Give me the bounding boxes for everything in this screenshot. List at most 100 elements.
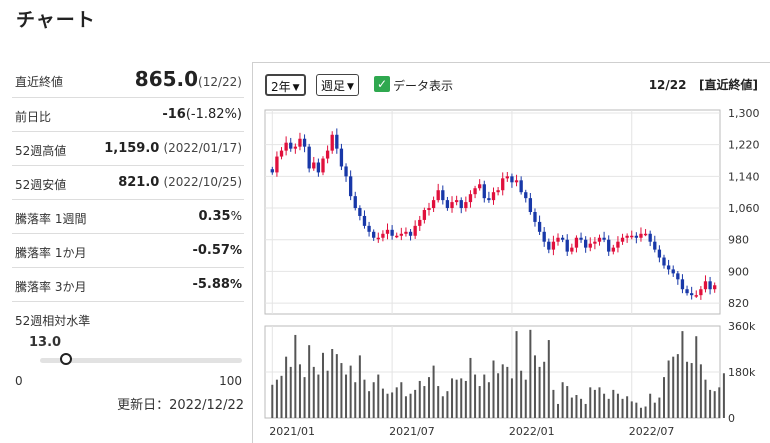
volume-bar <box>575 395 578 418</box>
candle-body <box>289 142 293 149</box>
perf-3m-value: -5.88 <box>192 277 230 292</box>
volume-bar <box>510 378 513 418</box>
volume-bar <box>713 391 716 418</box>
time-tick-label: 2021/01 <box>269 425 315 438</box>
candle-body <box>450 202 454 209</box>
candle-body <box>542 231 546 242</box>
price-tick-label: 900 <box>728 265 749 278</box>
relative-level-section: 52週相対水準 13.0 0 100 <box>12 302 244 402</box>
volume-bar <box>400 382 403 418</box>
volume-bar <box>626 396 629 418</box>
volume-bar <box>487 382 490 418</box>
candle-body <box>510 176 514 183</box>
perf-1m-label: 騰落率 1か月 <box>15 246 87 260</box>
candle-body <box>487 198 491 201</box>
volume-bar <box>298 364 301 418</box>
volume-bar <box>474 374 477 418</box>
candle-body <box>454 200 459 203</box>
volume-bar <box>372 382 375 418</box>
volume-bar <box>464 380 467 418</box>
candle-body <box>666 265 671 270</box>
candle-body <box>275 156 279 173</box>
volume-bar <box>533 355 536 418</box>
volume-bar <box>414 389 417 418</box>
candle-body <box>653 241 657 250</box>
candle-body <box>399 233 403 236</box>
volume-bar <box>395 387 398 418</box>
candle-body <box>367 225 371 232</box>
candle-body <box>431 200 436 209</box>
low52-row: 52週安値 821.0 (2022/10/25) <box>12 166 244 200</box>
page-title: チャート <box>16 9 96 31</box>
volume-bar <box>639 407 642 418</box>
candle-body <box>372 231 376 238</box>
volume-bar <box>616 393 619 418</box>
candle-body <box>445 200 450 209</box>
volume-bar <box>275 379 278 418</box>
volume-bar <box>285 356 288 418</box>
change-pct: (-1.82%) <box>185 107 242 122</box>
candle-body <box>284 142 288 151</box>
candle-body <box>381 233 385 238</box>
close-price-row: 直近終値 865.0(12/22) <box>12 58 244 98</box>
volume-bar <box>718 387 721 418</box>
volume-bar <box>271 384 274 418</box>
volume-bar <box>349 365 352 418</box>
candle-body <box>694 295 698 297</box>
interval-select[interactable]: 週足 ▼ <box>316 74 359 96</box>
candle-body <box>616 241 620 248</box>
data-display-checkbox[interactable]: ✓ <box>374 76 390 92</box>
relative-level-min: 0 <box>15 374 23 388</box>
volume-bar <box>506 366 509 418</box>
candle-body <box>385 229 390 234</box>
volume-bar <box>529 329 532 418</box>
close-price-label: 直近終値 <box>15 75 64 89</box>
chart-date-suffix: [直近終値] <box>699 78 758 92</box>
volume-bar <box>345 374 348 418</box>
candle-body <box>570 247 574 252</box>
volume-bar <box>427 377 430 418</box>
candle-body <box>505 176 509 179</box>
candle-body <box>330 134 334 151</box>
candle-body <box>537 221 542 232</box>
volume-bar <box>363 379 366 418</box>
volume-bar <box>331 349 334 418</box>
period-select[interactable]: 2年 ▼ <box>265 74 306 96</box>
candle-body <box>676 273 680 280</box>
candle-body <box>551 241 556 250</box>
candle-body <box>279 150 284 157</box>
candle-body <box>528 198 533 212</box>
volume-bar <box>681 331 684 418</box>
volume-bar <box>317 374 320 418</box>
volume-bar <box>699 364 702 418</box>
volume-bar <box>335 354 338 418</box>
time-tick-label: 2022/07 <box>629 425 675 438</box>
volume-bar <box>492 360 495 418</box>
price-tick-label: 1,220 <box>728 139 760 152</box>
candle-body <box>468 194 473 203</box>
time-tick-label: 2022/01 <box>509 425 555 438</box>
volume-bar <box>423 386 426 418</box>
volume-tick-label: 0 <box>728 412 735 425</box>
volume-bar <box>368 391 371 418</box>
volume-bar <box>584 403 587 418</box>
candle-body <box>482 184 486 199</box>
volume-bar <box>460 378 463 418</box>
candle-body <box>514 180 519 183</box>
relative-level-knob <box>60 353 73 365</box>
volume-bar <box>667 360 670 418</box>
volume-bar <box>603 393 606 418</box>
candle-body <box>703 281 708 290</box>
volume-bar <box>409 393 412 418</box>
volume-bar <box>280 375 283 418</box>
checkmark-icon: ✓ <box>376 77 388 91</box>
perf-1w-label: 騰落率 1週間 <box>15 212 87 226</box>
volume-bar <box>695 336 698 418</box>
candle-body <box>353 196 357 209</box>
perf-1m-value: -0.57 <box>192 243 230 258</box>
candle-body <box>620 237 625 242</box>
volume-bar <box>294 334 297 418</box>
candle-body <box>662 257 666 266</box>
candle-body <box>325 150 330 159</box>
candle-body <box>418 219 422 226</box>
